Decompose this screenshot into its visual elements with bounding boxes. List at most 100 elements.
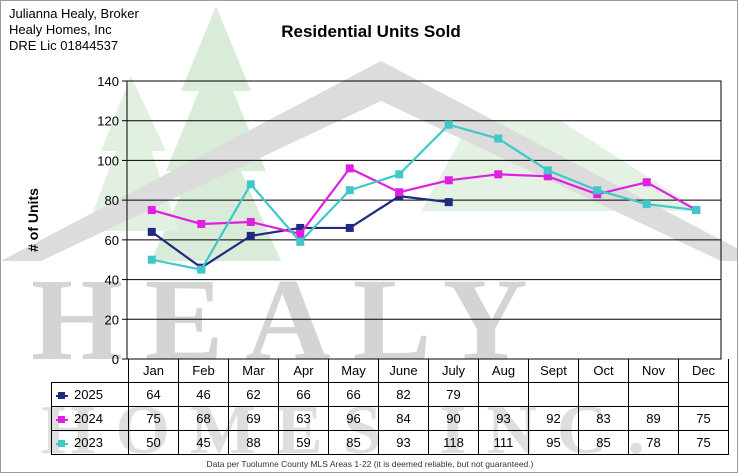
legend-square-icon (58, 391, 65, 399)
table-cell: 92 (528, 406, 579, 431)
legend-entry-2025: 2025 (51, 382, 129, 407)
data-point-2024 (543, 172, 552, 181)
data-point-2023 (543, 166, 552, 175)
legend-marker-icon (56, 415, 68, 423)
x-tick-label: Oct (578, 359, 629, 383)
table-cell: 111 (478, 430, 529, 455)
y-tick-label: 120 (97, 114, 119, 129)
table-cell: 63 (278, 406, 329, 431)
plot-area-border (126, 80, 722, 360)
x-tick-label: Feb (178, 359, 229, 383)
x-tick-label: Aug (478, 359, 529, 383)
table-row: 2023 50 45 88 59 85 93 118 111 95 85 78 75 (51, 430, 729, 455)
axes: 0 20 40 60 80 100 120 140 (97, 74, 722, 367)
table-cell: 69 (228, 406, 279, 431)
table-cell: 84 (378, 406, 429, 431)
table-cell: 50 (128, 430, 179, 455)
y-tick-label: 100 (97, 153, 119, 168)
broker-company: Healy Homes, Inc (9, 22, 112, 37)
x-tick-label: June (378, 359, 429, 383)
table-cell (628, 382, 679, 407)
chart-title: Residential Units Sold (281, 22, 461, 41)
table-cell: 78 (628, 430, 679, 455)
data-point-2024 (642, 178, 651, 187)
table-cell: 75 (678, 430, 729, 455)
y-tick-label: 60 (105, 233, 119, 248)
data-point-2023 (593, 186, 602, 195)
series-line-2024 (151, 166, 697, 236)
data-point-2025 (147, 227, 156, 236)
legend-square-icon (58, 415, 65, 423)
table-cell: 79 (428, 382, 479, 407)
legend-marker-icon (56, 391, 68, 399)
table-cell: 85 (578, 430, 629, 455)
data-table: Jan Feb Mar Apr May June July Aug Sept Oct Nov Dec 2… (51, 359, 729, 455)
data-point-2024 (494, 170, 503, 179)
table-cell: 95 (528, 430, 579, 455)
broker-info: Julianna Healy, Broker Healy Homes, Inc … (9, 6, 139, 54)
legend-label: 2023 (74, 435, 103, 450)
table-cell (578, 382, 629, 407)
legend-label: 2024 (74, 411, 103, 426)
table-cell (678, 382, 729, 407)
x-tick-label: Nov (628, 359, 679, 383)
legend-label: 2025 (74, 387, 103, 402)
series-lines (147, 120, 701, 274)
data-point-2024 (444, 176, 453, 185)
data-point-2023 (494, 134, 503, 143)
data-point-2024 (246, 217, 255, 226)
roof-logo (1, 61, 737, 261)
data-point-2024 (345, 164, 354, 173)
x-tick-label: Apr (278, 359, 329, 383)
table-cell: 83 (578, 406, 629, 431)
data-point-2024 (296, 229, 305, 238)
table-cell (528, 382, 579, 407)
data-point-2023 (296, 237, 305, 246)
table-cell: 59 (278, 430, 329, 455)
table-cell: 75 (128, 406, 179, 431)
data-point-2023 (197, 265, 206, 274)
table-cell: 82 (378, 382, 429, 407)
x-tick-label: Mar (228, 359, 279, 383)
table-cell: 64 (128, 382, 179, 407)
table-cell: 93 (378, 430, 429, 455)
data-point-2023 (444, 120, 453, 129)
data-point-2024 (147, 206, 156, 215)
x-tick-label: May (328, 359, 379, 383)
y-tick-label: 0 (112, 352, 119, 367)
table-row: 2024 75 68 69 63 96 84 90 93 92 83 89 75 (51, 406, 729, 431)
legend-marker-icon (56, 439, 68, 447)
table-cell: 89 (628, 406, 679, 431)
data-point-2023 (345, 186, 354, 195)
table-cell: 66 (328, 382, 379, 407)
x-tick-label: Sept (528, 359, 579, 383)
table-cell: 96 (328, 406, 379, 431)
legend-entry-2024: 2024 (51, 406, 129, 431)
data-point-2023 (642, 200, 651, 209)
table-cell: 68 (178, 406, 229, 431)
footnote: Data per Tuolumne County MLS Areas 1-22 … (206, 459, 534, 469)
data-point-2024 (197, 219, 206, 228)
table-cell: 46 (178, 382, 229, 407)
x-tick-label: July (428, 359, 479, 383)
y-tick-label: 140 (97, 74, 119, 89)
data-point-2025 (345, 223, 354, 232)
table-cell: 90 (428, 406, 479, 431)
data-point-2025 (246, 231, 255, 240)
broker-name: Julianna Healy, Broker (9, 6, 139, 21)
table-header-row: Jan Feb Mar Apr May June July Aug Sept Oct Nov Dec (52, 359, 729, 383)
y-tick-label: 20 (105, 312, 119, 327)
table-cell: 85 (328, 430, 379, 455)
series-line-2023 (151, 123, 697, 271)
legend-entry-2023: 2023 (51, 430, 129, 455)
table-cell: 75 (678, 406, 729, 431)
legend-square-icon (58, 439, 65, 447)
table-corner (52, 359, 129, 383)
data-point-2025 (444, 198, 453, 207)
x-tick-label: Dec (678, 359, 729, 383)
data-point-2023 (692, 206, 701, 215)
table-cell (478, 382, 529, 407)
data-point-2023 (147, 255, 156, 264)
